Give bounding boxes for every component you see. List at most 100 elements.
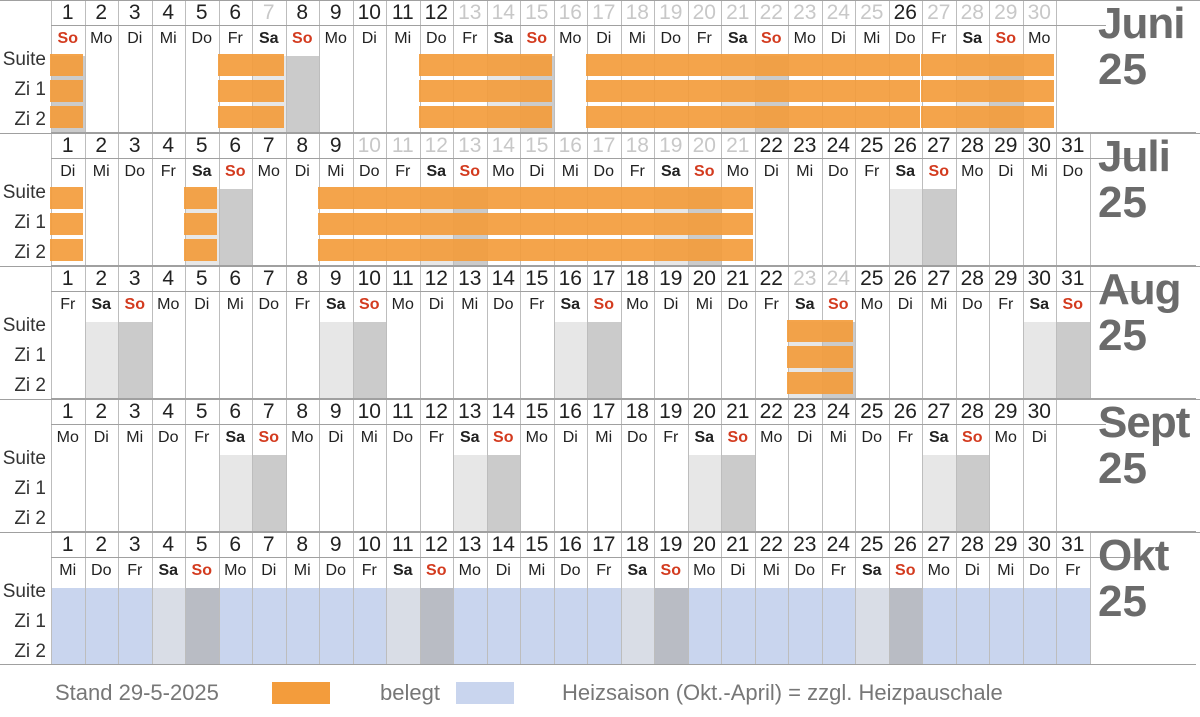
weekday-label: Mo xyxy=(56,429,79,446)
booked-bar xyxy=(418,54,552,76)
day-divider xyxy=(822,133,823,265)
day-divider xyxy=(185,532,186,664)
legend-stand-date: Stand 29-5-2025 xyxy=(55,680,219,705)
weekday-label: So xyxy=(761,30,782,47)
day-number: 23 xyxy=(793,533,817,556)
day-divider xyxy=(219,399,220,531)
day-number: 27 xyxy=(927,1,951,24)
row-label-suite: Suite xyxy=(2,315,46,336)
day-number: 13 xyxy=(458,134,482,157)
sunday-shade xyxy=(352,322,386,398)
day-divider xyxy=(286,399,287,531)
weekday-label: So xyxy=(426,562,447,579)
day-divider xyxy=(721,399,722,531)
weekday-label: Sa xyxy=(493,30,514,47)
weekday-label: Di xyxy=(495,562,511,579)
day-number: 26 xyxy=(893,533,917,556)
day-divider xyxy=(654,266,655,398)
weekday-label: Sa xyxy=(928,429,949,446)
day-number: 24 xyxy=(826,533,850,556)
weekday-label: Mi xyxy=(159,30,177,47)
day-divider xyxy=(922,532,923,664)
day-divider xyxy=(855,399,856,531)
booked-bar xyxy=(217,106,284,128)
grid-line xyxy=(51,531,1196,532)
weekday-label: Di xyxy=(294,163,310,180)
day-number: 25 xyxy=(860,267,884,290)
weekday-label: Mo xyxy=(927,562,950,579)
booked-bar xyxy=(217,54,284,76)
day-number: 14 xyxy=(491,400,515,423)
weekday-label: Mo xyxy=(961,163,984,180)
weekday-label: Di xyxy=(60,163,76,180)
day-number: 29 xyxy=(994,134,1018,157)
day-divider xyxy=(185,0,186,132)
weekday-label: Fr xyxy=(462,30,478,47)
weekday-label: Di xyxy=(830,30,846,47)
day-number: 19 xyxy=(659,267,683,290)
booked-bar xyxy=(50,187,83,209)
sunday-shade xyxy=(285,56,319,132)
weekday-label: Mi xyxy=(561,163,579,180)
weekday-label: Do xyxy=(191,30,212,47)
day-number: 18 xyxy=(625,533,649,556)
day-divider xyxy=(587,399,588,531)
day-divider xyxy=(889,133,890,265)
weekday-label: Do xyxy=(158,429,179,446)
weekday-label: So xyxy=(459,163,480,180)
day-divider xyxy=(152,266,153,398)
day-divider xyxy=(118,0,119,132)
day-number: 5 xyxy=(195,1,208,24)
day-number: 11 xyxy=(391,533,414,556)
weekday-label: Di xyxy=(596,30,612,47)
weekday-label: Fr xyxy=(663,429,679,446)
day-number: 17 xyxy=(592,1,616,24)
weekday-label: Mi xyxy=(528,562,546,579)
day-divider xyxy=(252,266,253,398)
day-number: 3 xyxy=(128,400,141,423)
sunday-shade xyxy=(955,455,989,531)
weekday-label: Mo xyxy=(559,30,582,47)
booked-bar xyxy=(921,106,1054,128)
day-number: 18 xyxy=(625,1,649,24)
day-divider xyxy=(755,133,756,265)
row-label-zi-2: Zi 2 xyxy=(14,508,46,529)
weekday-label: Do xyxy=(258,296,279,313)
day-number: 4 xyxy=(162,267,175,290)
weekday-label: Fr xyxy=(629,163,645,180)
day-divider xyxy=(855,133,856,265)
weekday-label: Sa xyxy=(191,163,212,180)
weekday-label: Mi xyxy=(226,296,244,313)
day-number: 9 xyxy=(329,533,342,556)
day-divider xyxy=(152,532,153,664)
day-number: 30 xyxy=(1027,1,1051,24)
grid-line xyxy=(51,25,1106,26)
grid-line xyxy=(51,265,1196,266)
day-number: 20 xyxy=(692,267,716,290)
weekday-label: So xyxy=(828,296,849,313)
day-divider xyxy=(85,266,86,398)
sunday-shade xyxy=(922,189,956,265)
day-number: 20 xyxy=(692,1,716,24)
sunday-shade xyxy=(218,189,252,265)
day-number: 14 xyxy=(491,1,515,24)
day-divider xyxy=(788,133,789,265)
weekday-label: Mo xyxy=(726,163,749,180)
weekday-label: Mo xyxy=(492,163,515,180)
saturday-shade xyxy=(218,455,252,531)
weekday-label: Fr xyxy=(294,296,310,313)
day-number: 12 xyxy=(424,533,448,556)
weekday-label: Mi xyxy=(461,296,479,313)
weekday-label: Mi xyxy=(293,562,311,579)
grid-line xyxy=(51,291,1140,292)
day-number: 8 xyxy=(296,267,309,290)
day-number: 27 xyxy=(927,400,951,423)
day-number: 20 xyxy=(692,134,716,157)
day-number: 4 xyxy=(162,134,175,157)
weekday-label: Di xyxy=(194,296,210,313)
day-number: 11 xyxy=(391,267,414,290)
day-divider xyxy=(855,532,856,664)
day-divider xyxy=(621,532,622,664)
weekday-label: Mi xyxy=(695,296,713,313)
